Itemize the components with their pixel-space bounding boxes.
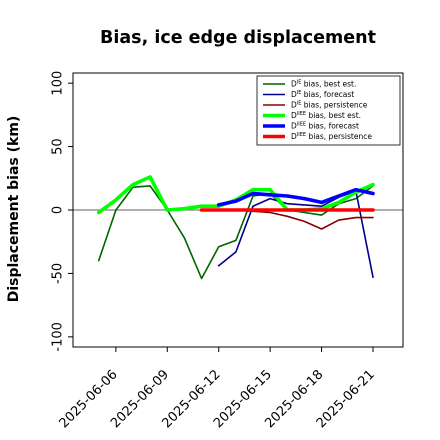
series-line-5 (216, 187, 375, 207)
legend-label: DIIEE bias, forecast (291, 122, 359, 131)
series-group (96, 175, 375, 280)
legend-label: DIE bias, persistence (291, 101, 368, 110)
legend-box (256, 75, 401, 146)
plot-area (73, 175, 403, 280)
chart-title: Bias, ice edge displacement (100, 28, 376, 48)
legend-entry: DIIEE bias, persistence (263, 132, 372, 141)
legend-entry: DIE bias, forecast (263, 90, 354, 99)
y-tick-label: -50 (51, 263, 66, 284)
legend: DIE bias, best est.DIE bias, forecast DIE… (256, 75, 401, 146)
legend-label: DIIEE bias, best est. (291, 111, 361, 120)
legend-entry: DIE bias, best est. (263, 80, 356, 89)
legend-entry: DIIEE bias, best est. (263, 111, 361, 120)
y-tick-label: -100 (51, 322, 66, 352)
y-tick-label: 0 (51, 206, 66, 214)
legend-label: DIE bias, best est. (291, 80, 356, 89)
y-tick-label: 100 (51, 71, 66, 96)
y-tick-label: 50 (51, 138, 66, 155)
legend-label: DIIEE bias, persistence (291, 132, 372, 141)
legend-entry: DIIEE bias, forecast (263, 122, 359, 131)
legend-entry: DIE bias, persistence (263, 101, 368, 110)
legend-label: DIE bias, forecast (291, 90, 354, 99)
y-axis-label: Displacement bias (km) (6, 116, 22, 303)
